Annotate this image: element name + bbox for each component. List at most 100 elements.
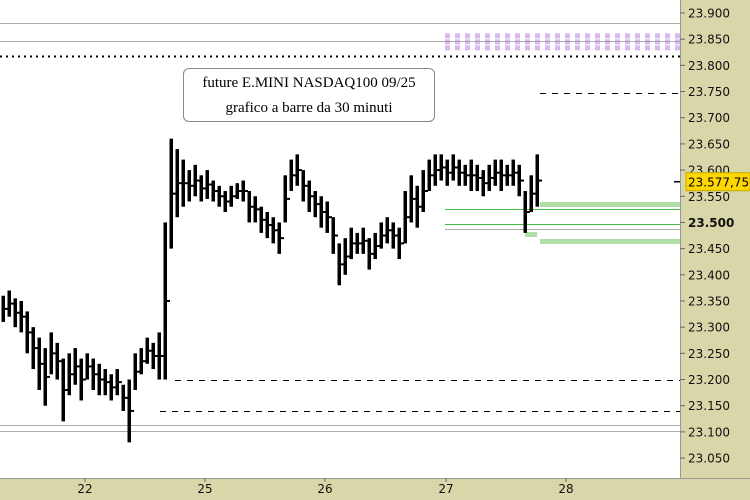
price-bar	[1, 295, 5, 322]
price-bar	[415, 185, 419, 228]
price-bar	[31, 327, 35, 370]
price-bar	[463, 164, 467, 186]
x-tick-label: 27	[438, 482, 453, 496]
y-tick-label: 23.750	[688, 85, 730, 99]
price-bar	[151, 342, 155, 370]
price-bar	[313, 191, 317, 218]
price-bar	[121, 384, 125, 411]
price-bar	[241, 180, 245, 202]
price-bar	[103, 369, 107, 396]
price-bar	[67, 353, 71, 396]
y-tick-label: 23.500	[688, 216, 734, 230]
price-bar	[259, 206, 263, 233]
price-bar	[271, 217, 275, 244]
price-bar	[79, 358, 83, 401]
price-bar	[127, 379, 131, 443]
price-bar	[205, 170, 209, 199]
price-bar	[217, 185, 221, 207]
price-bar	[301, 170, 305, 202]
price-bar	[277, 222, 281, 254]
y-tick-label: 23.200	[688, 373, 730, 387]
y-tick-label: 23.250	[688, 347, 730, 361]
price-bar	[337, 243, 341, 286]
price-bar	[265, 211, 269, 239]
y-tick-label: 23.300	[688, 321, 730, 335]
price-bar	[19, 300, 23, 333]
price-bar	[145, 337, 149, 364]
y-tick-label: 23.150	[688, 399, 730, 413]
price-bar	[451, 154, 455, 181]
last-price-label: 23.577,75	[688, 176, 749, 190]
price-bar	[403, 191, 407, 244]
y-tick-label: 23.050	[688, 452, 730, 466]
price-bar	[535, 154, 539, 207]
price-bar	[499, 159, 503, 192]
price-bar	[175, 149, 179, 218]
price-bar	[511, 159, 515, 186]
price-bar	[283, 175, 287, 223]
price-bar	[439, 154, 443, 181]
y-tick-label: 23.900	[688, 7, 730, 21]
x-tick-label: 26	[317, 482, 332, 496]
price-bar	[493, 159, 497, 186]
price-bar	[139, 348, 143, 375]
price-bar	[97, 363, 101, 396]
price-bar	[7, 290, 11, 317]
price-bar	[373, 232, 377, 260]
price-bar	[487, 164, 491, 192]
price-bar	[361, 227, 365, 254]
price-bar	[385, 217, 389, 244]
price-bar	[85, 353, 89, 380]
price-axis-bg	[680, 0, 750, 500]
price-bar	[397, 227, 401, 260]
price-bar	[481, 170, 485, 197]
y-tick-label: 23.400	[688, 268, 730, 282]
price-bar	[367, 238, 371, 270]
price-bar	[193, 164, 197, 197]
price-bar	[331, 217, 335, 254]
price-bar	[325, 201, 329, 233]
x-tick-label: 28	[558, 482, 573, 496]
price-bar	[187, 170, 191, 202]
price-bar	[169, 138, 173, 249]
y-tick-label: 23.800	[688, 59, 730, 73]
price-bar	[445, 159, 449, 186]
chart-annotation: future E.MINI NASDAQ100 09/25 grafico a …	[183, 68, 435, 122]
price-bar	[529, 175, 533, 212]
time-axis-bg	[0, 478, 750, 500]
price-bar	[517, 164, 521, 197]
price-bar	[13, 298, 17, 328]
price-bar	[91, 358, 95, 390]
price-bar	[157, 332, 161, 380]
price-bar	[229, 185, 233, 207]
y-tick-label: 23.850	[688, 33, 730, 47]
annotation-line-2: grafico a barre da 30 minuti	[225, 100, 393, 116]
y-tick-label: 23.450	[688, 242, 730, 256]
price-bar	[319, 196, 323, 228]
y-tick-label: 23.700	[688, 111, 730, 125]
price-bar	[115, 369, 119, 396]
price-bar	[25, 311, 29, 354]
price-bar	[199, 175, 203, 202]
price-bar	[289, 159, 293, 192]
price-bar	[505, 164, 509, 186]
price-bar	[211, 180, 215, 202]
price-bar	[421, 170, 425, 212]
price-bar	[163, 222, 167, 380]
price-bar	[523, 191, 527, 233]
price-bar	[49, 332, 53, 375]
price-bar	[109, 374, 113, 401]
x-tick-label: 25	[197, 482, 212, 496]
y-tick-label: 23.550	[688, 190, 730, 204]
price-bar	[475, 164, 479, 192]
price-bar	[391, 222, 395, 249]
price-bar	[247, 191, 251, 223]
y-tick-label: 23.100	[688, 425, 730, 439]
price-bar	[133, 353, 137, 390]
price-bar	[457, 159, 461, 186]
price-bar	[295, 154, 299, 186]
price-bar	[379, 222, 383, 249]
price-bar	[235, 183, 239, 199]
